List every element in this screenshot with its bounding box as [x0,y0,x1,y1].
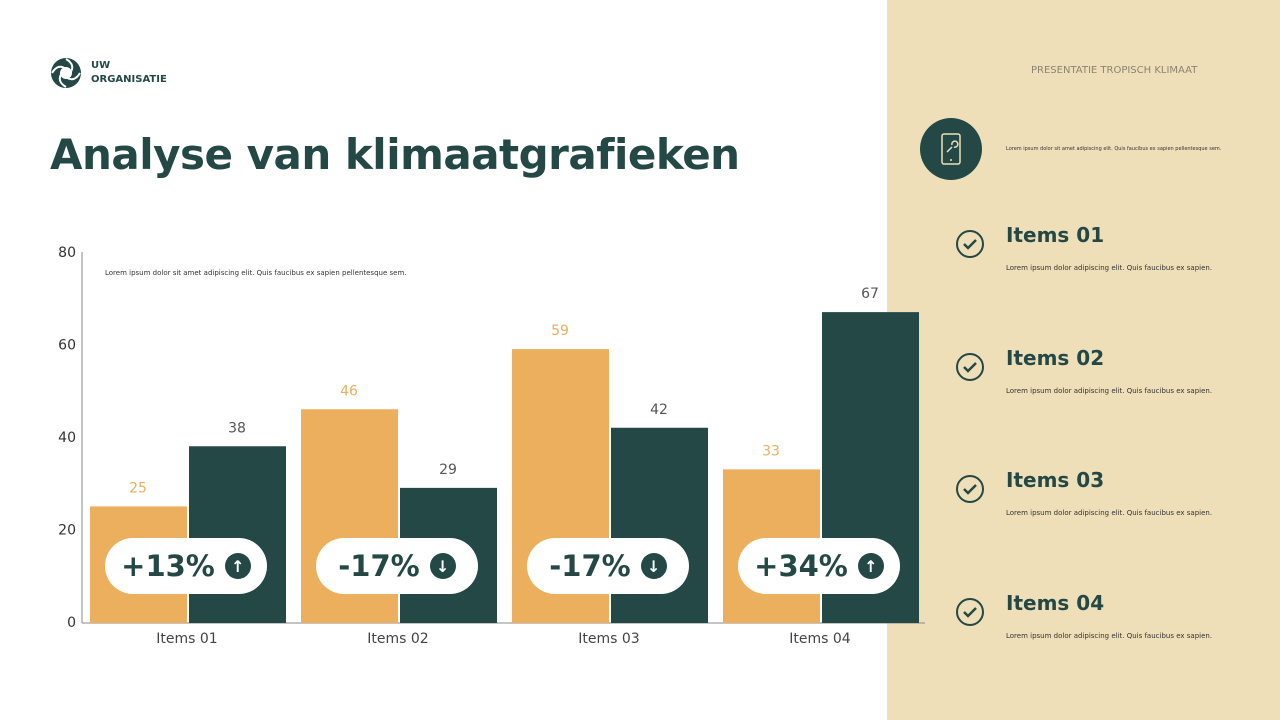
intro-text: Lorem ipsum dolor sit amet adipiscing el… [1006,146,1222,152]
check-circle-icon [956,475,984,503]
side-item-title: Items 04 [1006,590,1105,615]
check-circle-icon [956,597,984,626]
data-label: 33 [762,443,780,459]
change-badge: -17% ↓ [316,538,478,594]
x-tick-label: Items 03 [578,631,639,647]
y-tick-label: 40 [58,430,76,446]
side-item-text: Lorem ipsum dolor adipiscing elit. Quis … [1006,386,1213,395]
side-item-text: Lorem ipsum dolor adipiscing elit. Quis … [1006,509,1213,517]
data-label: 29 [439,462,457,478]
x-tick-label: Items 02 [367,631,428,647]
change-value: +34% [754,549,848,583]
x-tick-label: Items 04 [789,631,851,647]
organisation-name: UW ORGANISATIE [91,59,167,87]
change-badge: +34% ↑ [738,538,900,594]
data-label: 46 [340,383,358,399]
organisation-logo [51,58,81,88]
x-tick-label: Items 01 [156,631,217,647]
change-value: -17% [549,549,631,583]
y-tick-label: 0 [67,615,76,631]
data-label: 38 [228,420,246,436]
y-tick-label: 20 [58,523,76,539]
y-tick-label: 80 [58,245,76,261]
page-title: Analyse van klimaatgrafieken [50,130,740,179]
data-label: 25 [129,480,147,496]
change-badge: -17% ↓ [527,538,689,594]
check-circle-icon [956,230,984,258]
mobile-settings-icon [920,118,982,180]
change-value: +13% [121,549,215,583]
chart-note: Lorem ipsum dolor sit amet adipiscing el… [105,269,407,277]
org-line1: UW [91,60,111,71]
bar [189,446,286,623]
side-item-title: Items 03 [1006,468,1105,492]
side-item-title: Items 02 [1006,345,1105,370]
change-badge: +13% ↑ [105,538,267,594]
data-label: 67 [861,286,879,302]
arrow-down-icon: ↓ [429,553,456,579]
presentation-label: PRESENTATIE TROPISCH KLIMAAT [1031,65,1198,76]
arrow-up-icon: ↑ [224,553,251,579]
change-value: -17% [338,549,420,583]
y-tick-label: 60 [58,338,76,354]
arrow-up-icon: ↑ [857,553,884,579]
org-line2: ORGANISATIE [91,74,167,85]
data-label: 59 [551,323,569,339]
check-circle-icon [956,352,984,381]
arrow-down-icon: ↓ [640,553,667,579]
side-item-title: Items 01 [1006,223,1105,247]
data-label: 42 [650,402,668,418]
side-item-text: Lorem ipsum dolor adipiscing elit. Quis … [1006,631,1213,640]
side-item-text: Lorem ipsum dolor adipiscing elit. Quis … [1006,264,1213,272]
